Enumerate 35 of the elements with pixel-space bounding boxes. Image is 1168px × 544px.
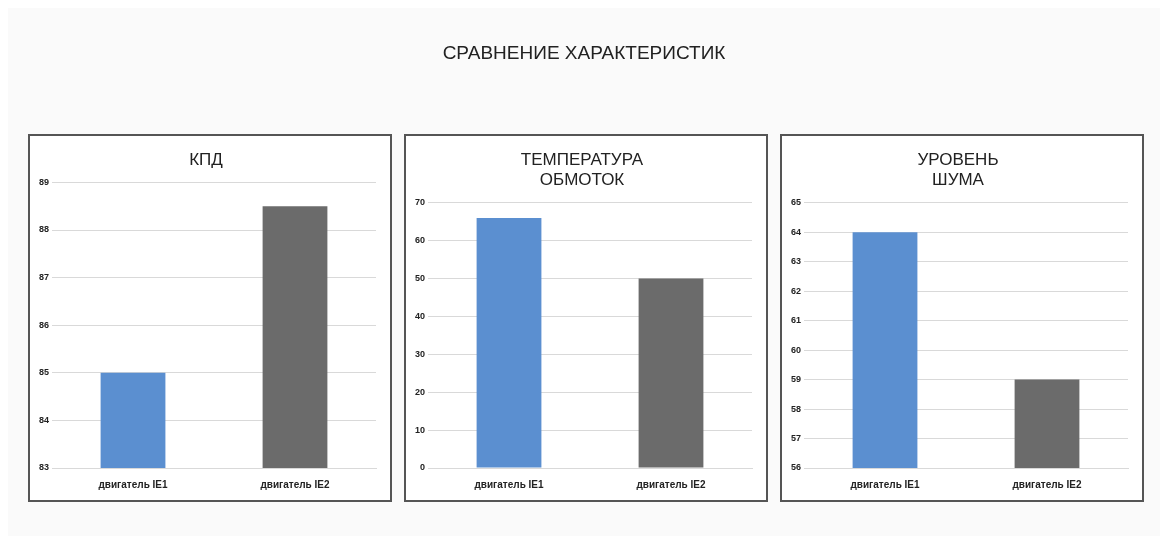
y-tick-label: 60 (791, 344, 802, 355)
y-tick-label: 86 (39, 319, 50, 330)
y-tick-label: 70 (415, 197, 426, 208)
y-tick-label: 50 (415, 273, 426, 284)
x-tick-label: двигатель IE1 (850, 478, 920, 490)
x-tick-label: двигатель IE2 (1012, 478, 1082, 490)
y-tick-label: 63 (791, 256, 802, 267)
y-tick-label: 83 (39, 462, 50, 473)
y-tick-label: 65 (791, 197, 802, 208)
y-tick-label: 87 (39, 272, 50, 283)
y-tick-label: 62 (791, 285, 802, 296)
x-tick-label: двигатель IE2 (636, 478, 706, 490)
x-tick-label: двигатель IE1 (474, 478, 544, 490)
x-tick-label: двигатель IE2 (260, 478, 330, 490)
x-tick-label: двигатель IE1 (98, 478, 168, 490)
y-tick-label: 59 (791, 374, 802, 385)
y-tick-label: 57 (791, 433, 802, 444)
y-tick-label: 64 (791, 226, 802, 237)
y-tick-label: 89 (39, 176, 50, 187)
y-tick-label: 30 (415, 348, 426, 359)
y-tick-label: 40 (415, 310, 426, 321)
chart-title: ТЕМПЕРАТУРА ОБМОТОК (520, 149, 644, 190)
y-tick-label: 0 (420, 462, 426, 473)
y-tick-label: 60 (415, 235, 426, 246)
y-tick-label: 85 (39, 367, 50, 378)
y-tick-label: 10 (415, 424, 426, 435)
y-tick-label: 58 (791, 403, 802, 414)
chart-title: УРОВЕНЬ ШУМА (917, 149, 999, 190)
text: СРАВНЕНИЕ ХАРАКТЕРИСТИК (441, 41, 727, 65)
y-tick-label: 61 (791, 315, 802, 326)
y-tick-label: 56 (791, 462, 802, 473)
y-tick-label: 84 (39, 414, 50, 425)
y-tick-label: 88 (39, 224, 50, 235)
chart-title: КПД (189, 149, 224, 169)
y-tick-label: 20 (415, 386, 426, 397)
